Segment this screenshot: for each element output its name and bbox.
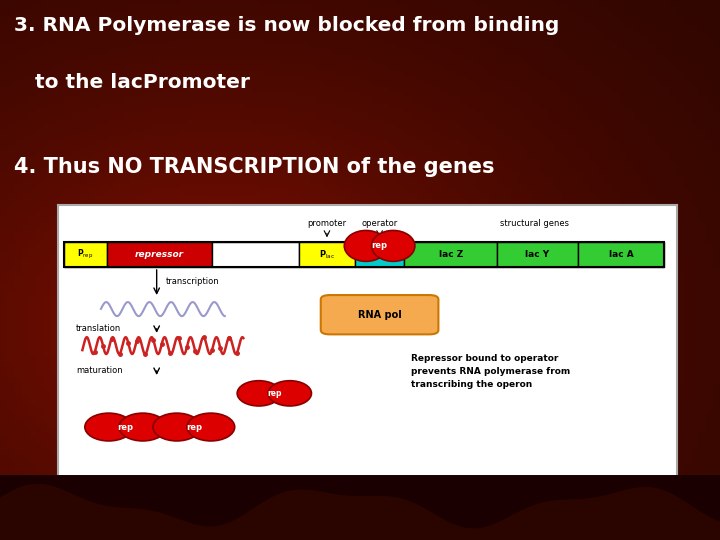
Text: RNA pol: RNA pol: [358, 310, 402, 320]
Text: lac Y: lac Y: [526, 250, 549, 259]
Text: repressor: repressor: [135, 250, 184, 259]
Bar: [299, 242, 355, 267]
Bar: [405, 242, 498, 267]
Text: rep: rep: [372, 241, 387, 251]
Ellipse shape: [119, 413, 166, 441]
Text: rep: rep: [186, 422, 202, 431]
Text: oc: oc: [382, 250, 390, 259]
Ellipse shape: [372, 231, 415, 261]
Bar: [498, 242, 577, 267]
Text: 3. RNA Polymerase is now blocked from binding: 3. RNA Polymerase is now blocked from bi…: [14, 16, 559, 35]
Text: lac Z: lac Z: [438, 250, 463, 259]
FancyBboxPatch shape: [321, 295, 438, 334]
Text: translation: translation: [76, 324, 122, 333]
Bar: [64, 242, 665, 267]
Bar: [577, 242, 665, 267]
Text: P$_{\rm lac}$: P$_{\rm lac}$: [319, 248, 335, 261]
Ellipse shape: [268, 381, 312, 406]
Ellipse shape: [344, 231, 387, 261]
Text: transcription: transcription: [166, 276, 220, 286]
Text: maturation: maturation: [76, 366, 123, 375]
Bar: [64, 242, 107, 267]
Ellipse shape: [187, 413, 235, 441]
Text: operator: operator: [361, 219, 397, 228]
Text: rep: rep: [267, 389, 282, 398]
Text: lac A: lac A: [608, 250, 634, 259]
Bar: [212, 242, 299, 267]
Bar: [107, 242, 212, 267]
Text: to the lacPromoter: to the lacPromoter: [14, 73, 251, 92]
Text: Repressor bound to operator
prevents RNA polymerase from
transcribing the operon: Repressor bound to operator prevents RNA…: [410, 354, 570, 389]
Text: rep: rep: [117, 422, 134, 431]
Ellipse shape: [237, 381, 281, 406]
Text: structural genes: structural genes: [500, 219, 569, 228]
Ellipse shape: [153, 413, 201, 441]
Ellipse shape: [85, 413, 132, 441]
Text: promoter: promoter: [307, 219, 346, 228]
Bar: [355, 242, 405, 267]
Text: 4. Thus NO TRANSCRIPTION of the genes: 4. Thus NO TRANSCRIPTION of the genes: [14, 157, 495, 177]
Text: P$_{\rm rep}$: P$_{\rm rep}$: [77, 248, 94, 261]
